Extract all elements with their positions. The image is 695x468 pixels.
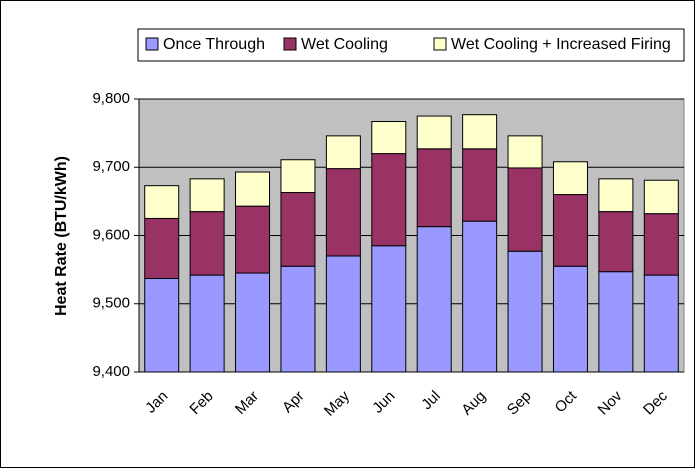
bar-segment <box>462 148 498 222</box>
legend-swatch <box>433 37 447 51</box>
bar-segment <box>416 148 452 228</box>
bar-segment <box>189 178 225 213</box>
bar-segment <box>325 168 361 257</box>
bar-segment <box>235 171 271 207</box>
legend-box <box>137 28 685 62</box>
bar-segment <box>552 194 588 267</box>
y-tick-label: 9,800 <box>92 90 130 107</box>
bar-segment <box>507 135 543 169</box>
bar-segment <box>462 114 498 150</box>
y-tick-label: 9,700 <box>92 158 130 175</box>
bar-segment <box>144 185 180 219</box>
legend-label: Wet Cooling <box>301 36 388 53</box>
bar-segment <box>462 220 498 373</box>
bar-segment <box>144 277 180 373</box>
bar-segment <box>643 179 679 215</box>
bar-segment <box>189 274 225 373</box>
bar-segment <box>371 153 407 247</box>
bar-segment <box>507 250 543 373</box>
bar-segment <box>416 115 452 150</box>
bar-segment <box>280 265 316 373</box>
bar-segment <box>235 272 271 373</box>
bar-segment <box>371 245 407 373</box>
y-axis-label: Heat Rate (BTU/kWh) <box>53 156 70 316</box>
bar-segment <box>325 135 361 170</box>
bar-segment <box>552 265 588 373</box>
legend-swatch <box>283 37 297 51</box>
bar-segment <box>507 167 543 252</box>
y-tick-label: 9,500 <box>92 295 130 312</box>
bar-segment <box>416 226 452 373</box>
bar-segment <box>325 255 361 373</box>
bar-segment <box>598 178 634 213</box>
bar-segment <box>235 205 271 274</box>
y-tick-label: 9,600 <box>92 226 130 243</box>
bar-segment <box>280 159 316 194</box>
bar-segment <box>643 213 679 276</box>
legend-label: Once Through <box>163 36 265 53</box>
bar-segment <box>371 121 407 155</box>
bar-segment <box>598 271 634 373</box>
bar-segment <box>189 211 225 276</box>
bar-segment <box>643 274 679 373</box>
y-tick-label: 9,400 <box>92 363 130 380</box>
legend-label: Wet Cooling + Increased Firing <box>451 36 671 53</box>
bar-segment <box>552 161 588 196</box>
bar-segment <box>598 211 634 273</box>
bar-segment <box>280 192 316 267</box>
bar-segment <box>144 217 180 279</box>
legend-swatch <box>145 37 159 51</box>
